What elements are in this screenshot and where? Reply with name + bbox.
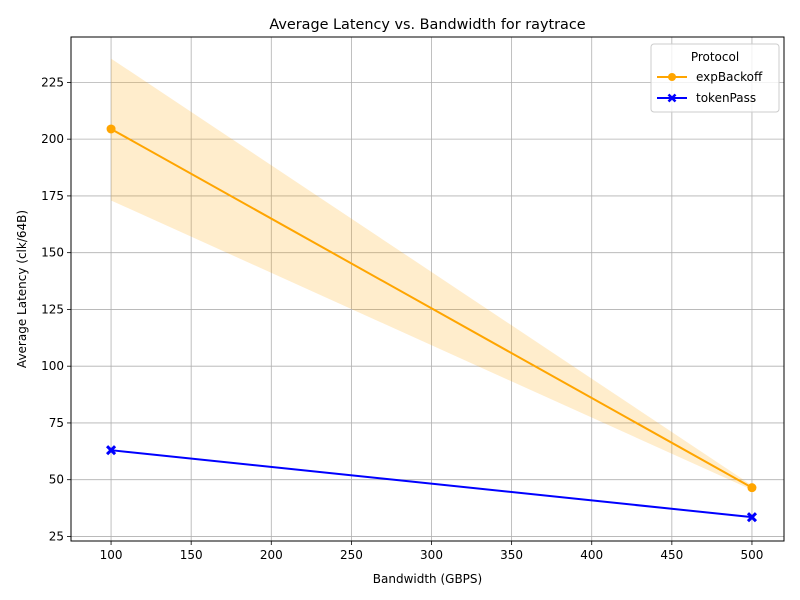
legend-marker (668, 73, 676, 81)
y-tick-label: 200 (41, 132, 64, 146)
x-tick-label: 450 (660, 548, 683, 562)
data-point (746, 512, 758, 523)
series-lines (105, 124, 758, 523)
legend-entry: tokenPass (657, 91, 756, 105)
y-tick-label: 150 (41, 246, 64, 260)
legend-box (650, 43, 780, 113)
y-tick-label: 25 (49, 529, 64, 543)
data-point (747, 483, 757, 493)
data-point (105, 445, 117, 456)
y-tick-label: 125 (41, 302, 64, 316)
legend-title: Protocol (691, 50, 739, 64)
x-tick-label: 300 (420, 548, 443, 562)
series-line (110, 449, 753, 519)
legend-entries: expBackoff tokenPass (657, 70, 763, 105)
y-tick-label: 50 (49, 473, 64, 487)
legend-label: expBackoff (696, 70, 763, 84)
y-axis-label: Average Latency (clk/64B) (15, 210, 29, 368)
x-tick-label: 500 (741, 548, 764, 562)
confidence-bands (111, 58, 752, 490)
axis-ticks: 100 150 200 250 300 350 400 450 500 25 50 75 100 125 1… (41, 75, 763, 562)
x-tick-label: 200 (260, 548, 283, 562)
legend-label: tokenPass (696, 91, 756, 105)
y-tick-label: 100 (41, 359, 64, 373)
grid (71, 37, 784, 541)
data-point (106, 124, 116, 134)
x-tick-label: 400 (580, 548, 603, 562)
y-tick-label: 225 (41, 75, 64, 89)
legend-entry: expBackoff (657, 70, 763, 84)
x-tick-label: 100 (100, 548, 123, 562)
x-tick-label: 150 (180, 548, 203, 562)
x-axis-label: Bandwidth (GBPS) (373, 572, 482, 586)
legend-marker (667, 93, 677, 103)
x-tick-label: 250 (340, 548, 363, 562)
y-tick-label: 175 (41, 189, 64, 203)
plot-frame (70, 36, 785, 542)
confidence-band (111, 58, 752, 490)
x-tick-label: 350 (500, 548, 523, 562)
series-line (110, 128, 753, 489)
y-tick-label: 75 (49, 416, 64, 430)
legend: Protocol expBackoff tokenPass (650, 43, 780, 113)
chart-title: Average Latency vs. Bandwidth for raytra… (269, 17, 585, 33)
